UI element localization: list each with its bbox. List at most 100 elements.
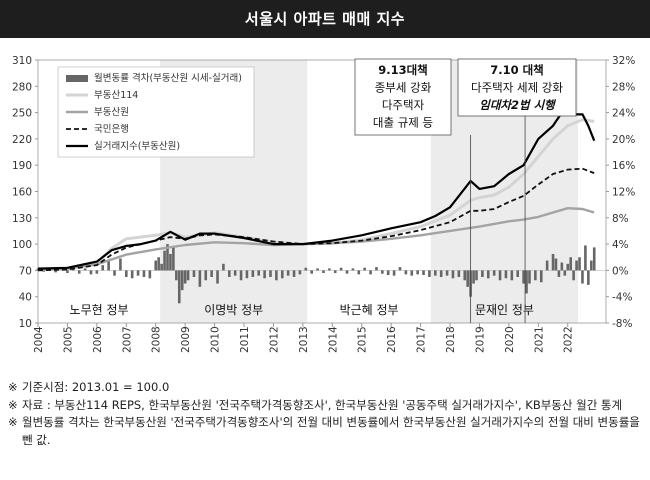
y-right-tick-label: -8% xyxy=(612,318,632,330)
gap-bar xyxy=(516,270,520,277)
gap-bar xyxy=(316,268,319,271)
footnote-mark: ※ xyxy=(8,380,18,394)
gap-bar xyxy=(392,270,396,276)
gap-bar xyxy=(381,270,384,274)
annotation-text: 9.13대책 xyxy=(378,63,428,77)
gap-bar xyxy=(472,270,475,284)
gap-bar xyxy=(369,270,372,275)
gap-bar xyxy=(322,270,325,274)
gap-bar xyxy=(101,265,105,271)
x-tick-label: 2005 xyxy=(62,326,74,353)
gap-bar xyxy=(136,270,140,276)
gap-bar xyxy=(528,270,531,284)
gap-bar xyxy=(554,258,558,271)
gap-bar xyxy=(222,263,225,271)
gap-bar xyxy=(310,270,313,274)
gap-bar xyxy=(351,268,355,271)
footnote-text: 기준시점: 2013.01 = 100.0 xyxy=(22,380,170,394)
gap-bar xyxy=(89,270,93,275)
legend-entry: 실거래지수(부동산원) xyxy=(94,141,180,152)
gap-bar xyxy=(286,270,290,276)
gap-bar xyxy=(587,270,590,285)
x-tick-label: 2009 xyxy=(180,326,192,353)
gap-bar xyxy=(166,244,169,271)
gap-bar xyxy=(551,253,555,271)
gap-bar xyxy=(192,270,196,277)
gap-bar xyxy=(163,250,166,271)
y-left-tick-label: 10 xyxy=(19,318,32,330)
y-right-tick-label: 28% xyxy=(612,81,635,93)
y-right-tick-label: -4% xyxy=(612,292,632,304)
legend-entry: 월변동률 격차(부동산원 시세-실거래) xyxy=(94,72,242,84)
gap-bar xyxy=(575,260,578,271)
gap-bar xyxy=(566,263,570,271)
x-tick-label: 2018 xyxy=(445,326,457,353)
gap-bar xyxy=(386,270,390,276)
annotation-text: 7.10 대책 xyxy=(490,63,544,77)
gap-bar xyxy=(119,258,122,271)
x-tick-label: 2008 xyxy=(151,326,163,353)
gap-bar xyxy=(581,270,584,284)
x-tick-label: 2011 xyxy=(239,326,251,353)
gap-bar xyxy=(589,260,593,271)
title-bar: 서울시 아파트 매매 지수 xyxy=(0,0,650,38)
y-right-tick-label: 16% xyxy=(612,160,635,172)
y-right-tick-label: 32% xyxy=(612,55,635,67)
x-tick-label: 2012 xyxy=(268,326,280,353)
footnote-gap: ※ 월변동률 격차는 한국부동산원 '전국주택가격동향조사'의 전월 대비 변동… xyxy=(8,414,644,449)
y-left-tick-label: 220 xyxy=(12,134,32,146)
gap-bar xyxy=(333,270,337,274)
y-left-tick-label: 250 xyxy=(12,108,32,120)
gap-bar xyxy=(398,267,402,271)
gap-bar xyxy=(292,270,296,277)
government-label: 박근혜 정부 xyxy=(340,303,399,317)
gap-bar xyxy=(124,270,128,277)
gap-bar xyxy=(363,267,366,271)
gap-bar xyxy=(557,270,561,277)
annotation-text: 다주택자 xyxy=(382,98,425,112)
gap-bar xyxy=(257,270,261,276)
gap-bar xyxy=(263,270,266,279)
gap-bar xyxy=(339,267,343,271)
legend-entry: 국민은행 xyxy=(94,123,129,135)
gap-bar xyxy=(227,270,231,277)
gap-bar xyxy=(525,270,528,294)
gap-bar xyxy=(160,263,163,271)
x-tick-label: 2013 xyxy=(298,326,310,353)
government-label: 문재인 정부 xyxy=(475,303,534,317)
chart-title: 서울시 아파트 매매 지수 xyxy=(244,10,406,28)
gap-bar xyxy=(486,270,490,279)
annotation-box xyxy=(354,58,452,136)
gap-bar xyxy=(345,270,349,274)
gap-bar xyxy=(107,260,110,271)
gap-bar xyxy=(504,270,508,279)
gap-bar xyxy=(42,270,46,272)
gap-bar xyxy=(522,270,525,284)
gap-bar xyxy=(186,270,190,281)
y-right-tick-label: 20% xyxy=(612,134,635,146)
gap-bar xyxy=(180,270,184,291)
gap-bar xyxy=(169,253,172,271)
legend-entry: 부동산114 xyxy=(94,90,138,101)
x-tick-label: 2004 xyxy=(33,326,45,353)
footnote-mark: ※ xyxy=(8,415,18,429)
government-label: 노무현 정부 xyxy=(70,303,129,317)
government-label: 이명박 정부 xyxy=(204,303,263,317)
gap-bar xyxy=(560,262,564,271)
y-right-tick-label: 4% xyxy=(612,239,629,251)
y-left-tick-label: 190 xyxy=(12,160,32,172)
footnote-mark: ※ xyxy=(8,397,18,412)
gap-bar xyxy=(130,270,134,279)
gap-bar xyxy=(545,260,549,271)
gap-bar xyxy=(83,268,87,271)
gap-bar xyxy=(498,270,502,281)
gap-bar xyxy=(481,270,484,277)
gap-bar xyxy=(66,270,69,274)
x-tick-label: 2014 xyxy=(327,326,339,353)
annotation-box xyxy=(457,58,577,117)
x-tick-label: 2022 xyxy=(563,326,575,353)
annotation-text: 대출 규제 등 xyxy=(373,116,433,130)
gap-bar xyxy=(251,270,255,277)
legend-box xyxy=(57,66,255,158)
legend-entry: 부동산원 xyxy=(94,107,129,118)
